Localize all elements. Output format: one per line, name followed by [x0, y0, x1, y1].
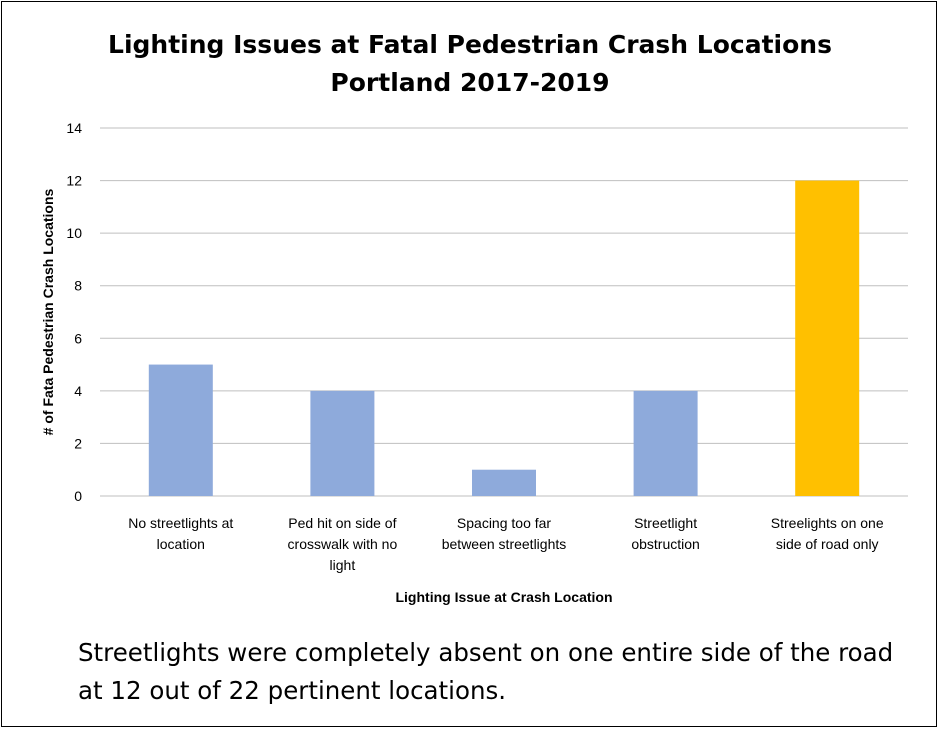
x-tick-label-line: between streetlights — [442, 536, 567, 552]
x-tick-label: Streetlight obstruction — [631, 515, 699, 552]
chart-title-line: Lighting Issues at Fatal Pedestrian Cras… — [108, 30, 832, 59]
y-tick-label: 6 — [74, 330, 82, 346]
x-tick-label-line: obstruction — [631, 536, 699, 552]
y-tick-label: 14 — [66, 120, 82, 136]
chart-title: Lighting Issues at Fatal Pedestrian Cras… — [0, 26, 940, 102]
bar — [795, 180, 860, 497]
y-tick-label: 2 — [74, 435, 82, 451]
x-tick-label-line: side of road only — [776, 536, 879, 552]
x-tick-label: No streetlights at location — [128, 515, 233, 552]
gridlines — [100, 127, 908, 497]
x-tick-label-line: crosswalk with no — [288, 536, 398, 552]
bars — [148, 180, 860, 497]
x-tick-label: Streelights on one side of road only — [771, 515, 884, 552]
y-tick-label: 12 — [66, 173, 82, 189]
bar — [633, 390, 698, 496]
y-tick-label: 0 — [74, 488, 82, 504]
y-tick-label: 4 — [74, 383, 82, 399]
y-tick-labels: 0 2 4 6 8 10 12 14 — [66, 120, 82, 504]
x-tick-label-line: location — [157, 536, 205, 552]
x-tick-label-line: Spacing too far — [457, 515, 552, 531]
x-tick-label: Spacing too far between streetlights — [442, 515, 567, 552]
bar — [310, 390, 375, 496]
chart-subtitle: Portland 2017-2019 — [330, 68, 610, 97]
caption-text: Streetlights were completely absent on o… — [78, 638, 894, 705]
x-tick-label-line: light — [330, 557, 356, 573]
x-tick-label-line: Streelights on one — [771, 515, 884, 531]
y-axis-label: # of Fata Pedestrian Crash Locations — [40, 188, 56, 435]
bar — [472, 469, 536, 496]
y-tick-label: 8 — [74, 278, 82, 294]
x-axis-label: Lighting Issue at Crash Location — [395, 589, 612, 605]
x-tick-labels: No streetlights at location Ped hit on sid… — [128, 515, 884, 573]
y-tick-label: 10 — [66, 225, 82, 241]
x-tick-label-line: Ped hit on side of — [288, 515, 396, 531]
x-tick-label-line: Streetlight — [634, 515, 697, 531]
x-tick-label: Ped hit on side of crosswalk with no light — [288, 515, 398, 573]
bar — [148, 364, 213, 496]
x-tick-label-line: No streetlights at — [128, 515, 233, 531]
